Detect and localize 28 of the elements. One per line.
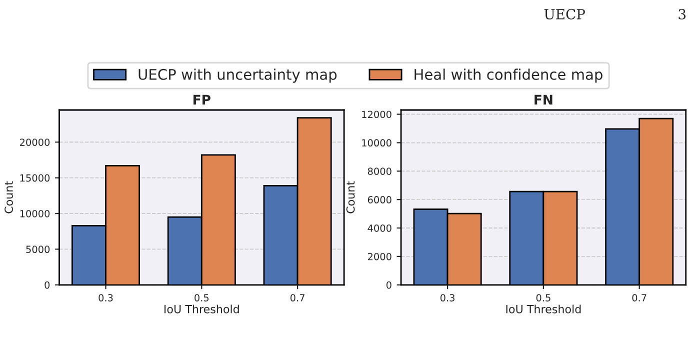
y-tick-label: 6000 <box>368 196 392 204</box>
y-tick-label: 2000 <box>368 252 392 260</box>
x-tick-label: 0.7 <box>290 294 304 302</box>
y-tick-label: 8000 <box>368 168 392 175</box>
y-tick-label: 5000 <box>26 246 50 254</box>
x-tick-label: 0.3 <box>98 294 113 302</box>
x-axis-title: IoU Threshold <box>506 304 581 314</box>
y-tick-label: 0 <box>44 281 50 289</box>
x-tick-label: 0.5 <box>194 294 209 302</box>
y-tick-label: 20000 <box>20 138 50 146</box>
y-tick-label: 10000 <box>362 139 392 147</box>
text: UECP <box>544 8 585 20</box>
chart-title: FP <box>194 94 210 104</box>
y-tick-label: 0 <box>386 281 392 289</box>
y-tick-label: 4000 <box>368 224 392 232</box>
x-tick-label: 0.3 <box>440 294 454 302</box>
legend-label: UECP with uncertainty map <box>138 68 337 83</box>
y-tick-label: 15000 <box>20 174 50 182</box>
chart-title: FN <box>534 94 552 104</box>
y-tick-label: 12000 <box>362 110 392 118</box>
x-tick-label: 0.7 <box>632 294 646 302</box>
x-tick-label: 0.5 <box>536 294 550 302</box>
y-axis-title: Count <box>4 181 13 214</box>
legend-label: Heal with confidence map <box>414 68 602 83</box>
x-axis-title: IoU Threshold <box>164 304 239 314</box>
text: 3 <box>678 8 686 20</box>
y-axis-title: Count <box>346 181 355 214</box>
y-tick-label: 10000 <box>20 210 50 218</box>
